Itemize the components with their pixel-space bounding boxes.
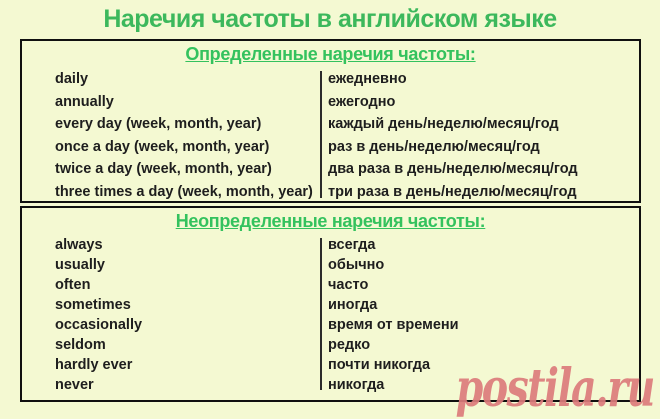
table-row: once a day (week, month, year) раз в ден… xyxy=(22,136,639,159)
table-row: three times a day (week, month, year) тр… xyxy=(22,181,639,204)
definite-adverbs-panel: Определенные наречия частоты: daily ежед… xyxy=(20,39,641,203)
russian-translation: ежегодно xyxy=(328,93,396,110)
english-term: hardly ever xyxy=(55,357,133,373)
table-row: usually обычно xyxy=(22,255,639,275)
english-term: daily xyxy=(55,71,89,87)
russian-translation: ежедневно xyxy=(328,71,407,87)
english-term: sometimes xyxy=(55,297,131,313)
russian-translation: раз в день/неделю/месяц/год xyxy=(328,138,540,155)
page-title: Наречия частоты в английском языке xyxy=(103,5,557,33)
table-row: seldom редко xyxy=(22,335,639,355)
russian-translation: почти никогда xyxy=(328,357,431,373)
russian-translation: каждый день/неделю/месяц/год xyxy=(328,116,559,132)
russian-translation: три раза в день/неделю/месяц/год xyxy=(328,183,577,200)
english-term: three times a day (week, month, year) xyxy=(55,183,313,200)
english-term: occasionally xyxy=(55,317,143,333)
table-row: occasionally время от времени xyxy=(22,315,639,335)
russian-translation: иногда xyxy=(328,297,378,313)
english-term: twice a day (week, month, year) xyxy=(55,161,272,177)
russian-translation: часто xyxy=(328,277,369,293)
russian-translation: два раза в день/неделю/месяц/год xyxy=(328,161,578,177)
table-row: never никогда xyxy=(22,375,639,395)
definite-panel-heading: Определенные наречия частоты: xyxy=(185,44,476,64)
postila-watermark: postila.ru xyxy=(455,357,656,419)
definite-table: daily ежедневно annually ежегодно every … xyxy=(22,68,639,203)
english-term: every day (week, month, year) xyxy=(55,116,262,132)
table-row: annually ежегодно xyxy=(22,91,639,114)
russian-translation: никогда xyxy=(328,377,385,393)
table-row: every day (week, month, year) каждый ден… xyxy=(22,113,639,136)
english-term: often xyxy=(55,277,91,293)
table-row: sometimes иногда xyxy=(22,295,639,315)
table-row: often часто xyxy=(22,275,639,295)
russian-translation: обычно xyxy=(328,257,385,273)
table-row: daily ежедневно xyxy=(22,68,639,91)
english-term: usually xyxy=(55,257,105,273)
indefinite-adverbs-panel: Неопределенные наречия частоты: always в… xyxy=(20,206,641,402)
table-row: always всегда xyxy=(22,235,639,255)
english-term: seldom xyxy=(55,337,106,353)
english-term: annually xyxy=(55,93,114,110)
english-term: once a day (week, month, year) xyxy=(55,138,270,155)
russian-translation: всегда xyxy=(328,237,376,253)
table-row: hardly ever почти никогда xyxy=(22,355,639,375)
table-row: twice a day (week, month, year) два раза… xyxy=(22,158,639,181)
russian-translation: редко xyxy=(328,337,371,353)
indefinite-panel-heading: Неопределенные наречия частоты: xyxy=(175,211,486,231)
english-term: always xyxy=(55,237,103,253)
indefinite-table: always всегда usually обычно often часто… xyxy=(22,235,639,395)
english-term: never xyxy=(55,377,94,393)
russian-translation: время от времени xyxy=(328,317,459,333)
